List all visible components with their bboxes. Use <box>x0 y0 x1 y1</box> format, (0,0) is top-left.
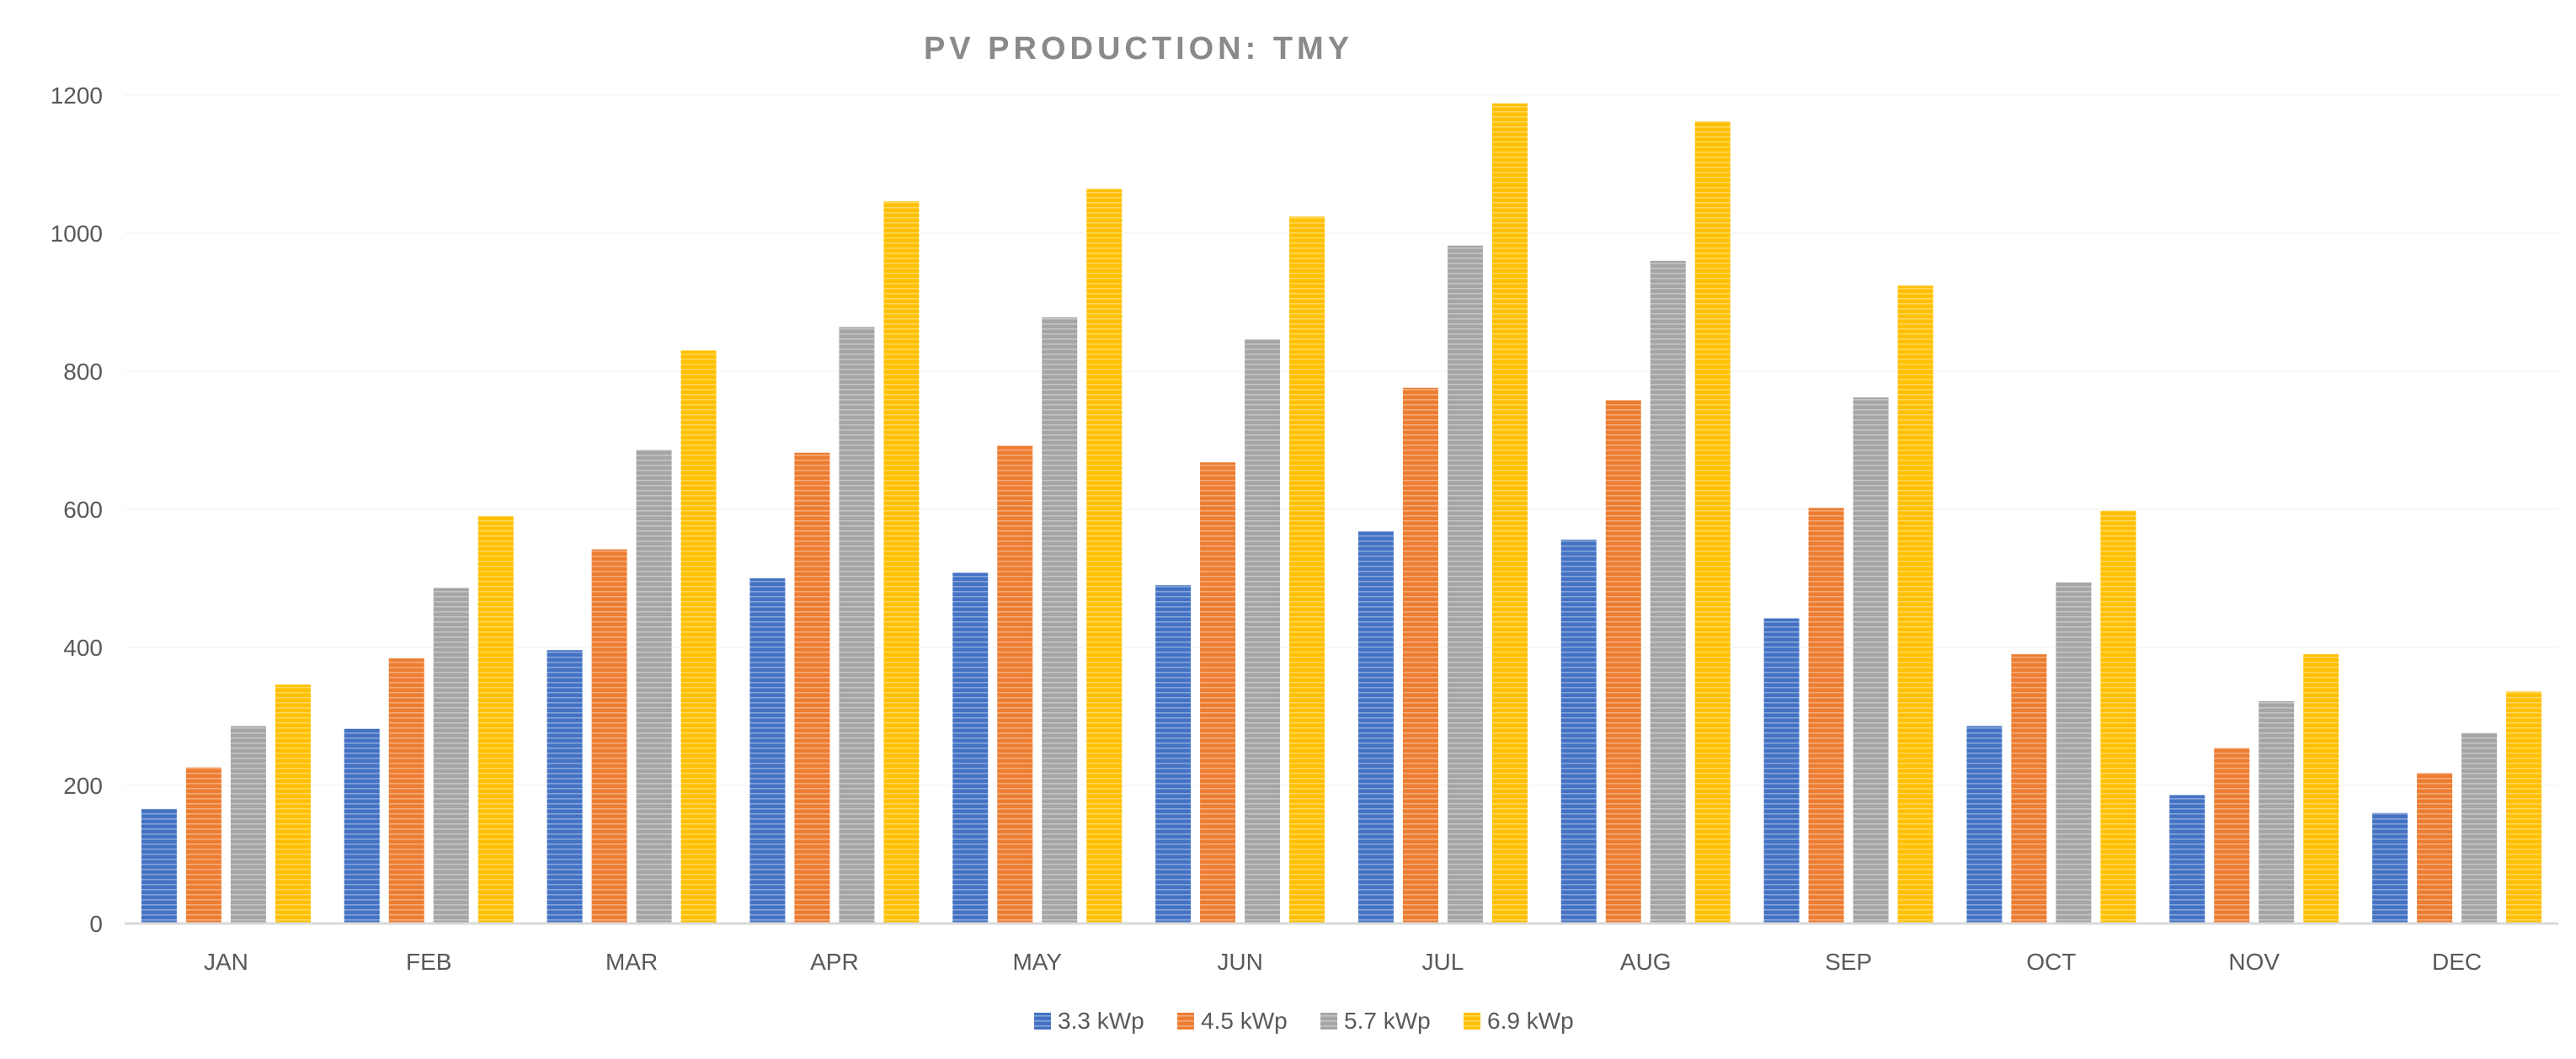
legend-label: 5.7 kWp <box>1344 1008 1431 1034</box>
bar-may-4-5-kwp <box>997 445 1033 923</box>
bar-apr-5-7-kwp <box>839 327 875 923</box>
bar-may-3-3-kwp <box>952 572 989 923</box>
bar-feb-5-7-kwp <box>433 588 469 923</box>
bar-nov-3-3-kwp <box>2169 795 2205 923</box>
y-axis-tick-labels: 0 200 400 600 800 1000 1200 <box>51 82 103 937</box>
legend-swatch <box>1464 1013 1480 1030</box>
bar-sep-5-7-kwp <box>1853 397 1889 923</box>
x-tick-label: JUL <box>1422 949 1464 975</box>
y-tick-label: 600 <box>63 497 103 523</box>
bar-jan-6-9-kwp <box>275 684 311 923</box>
x-tick-label: MAY <box>1012 949 1062 975</box>
legend-swatch <box>1034 1013 1051 1030</box>
bar-apr-4-5-kwp <box>794 452 830 923</box>
bar-group-mar <box>547 350 717 923</box>
bar-aug-4-5-kwp <box>1605 400 1641 923</box>
bar-group-apr <box>749 201 920 923</box>
bar-group-jun <box>1155 216 1325 923</box>
y-tick-label: 1200 <box>51 82 103 109</box>
bar-mar-5-7-kwp <box>636 450 672 923</box>
y-tick-label: 200 <box>63 773 103 799</box>
bar-jun-5-7-kwp <box>1245 339 1281 923</box>
bar-oct-6-9-kwp <box>2100 510 2136 923</box>
bar-oct-4-5-kwp <box>2011 654 2047 923</box>
y-tick-label: 800 <box>63 359 103 385</box>
bar-jun-6-9-kwp <box>1289 216 1325 923</box>
bar-jun-4-5-kwp <box>1200 462 1236 923</box>
x-tick-label: MAR <box>605 949 658 975</box>
chart-title: PV PRODUCTION: TMY <box>924 31 1353 67</box>
bar-nov-5-7-kwp <box>2259 700 2295 923</box>
bar-apr-3-3-kwp <box>749 578 786 923</box>
x-tick-label: NOV <box>2228 949 2280 975</box>
bar-dec-5-7-kwp <box>2461 732 2498 923</box>
legend-item: 3.3 kWp <box>1034 1008 1144 1034</box>
y-tick-label: 1000 <box>51 221 103 247</box>
x-tick-label: FEB <box>406 949 451 975</box>
legend-label: 4.5 kWp <box>1201 1008 1288 1034</box>
x-tick-label: AUG <box>1620 949 1672 975</box>
bar-aug-6-9-kwp <box>1694 121 1731 923</box>
legend-item: 5.7 kWp <box>1320 1008 1431 1034</box>
bar-feb-4-5-kwp <box>388 658 424 923</box>
bar-group-feb <box>344 516 514 923</box>
x-tick-label: JUN <box>1217 949 1262 975</box>
legend-label: 6.9 kWp <box>1487 1008 1574 1034</box>
bar-group-dec <box>2372 691 2542 923</box>
bar-jul-3-3-kwp <box>1357 531 1394 923</box>
bar-dec-3-3-kwp <box>2372 812 2408 923</box>
bar-group-aug <box>1560 121 1731 923</box>
x-tick-label: JAN <box>204 949 248 975</box>
bar-mar-6-9-kwp <box>680 350 717 923</box>
bar-jan-4-5-kwp <box>185 767 221 923</box>
bar-sep-6-9-kwp <box>1897 285 1933 923</box>
x-axis-tick-labels: JAN FEB MAR APR MAY JUN JUL AUG SEP OCT NOV DEC <box>204 949 2482 975</box>
bars <box>141 103 2542 924</box>
legend-swatch <box>1320 1013 1337 1030</box>
bar-feb-6-9-kwp <box>477 516 514 923</box>
x-tick-label: OCT <box>2026 949 2076 975</box>
bar-nov-6-9-kwp <box>2303 654 2339 923</box>
bar-mar-4-5-kwp <box>591 549 627 923</box>
bar-feb-3-3-kwp <box>344 728 380 923</box>
gridlines <box>125 94 2558 786</box>
bar-group-oct <box>1966 510 2136 923</box>
bar-group-jan <box>141 684 311 923</box>
bar-group-nov <box>2169 654 2339 923</box>
bar-group-may <box>952 189 1123 923</box>
x-tick-label: DEC <box>2432 949 2482 975</box>
y-tick-label: 0 <box>89 911 103 937</box>
bar-apr-6-9-kwp <box>883 201 920 923</box>
x-tick-label: SEP <box>1825 949 1872 975</box>
bar-dec-4-5-kwp <box>2417 773 2453 923</box>
bar-jul-4-5-kwp <box>1402 387 1438 923</box>
bar-nov-4-5-kwp <box>2214 748 2250 923</box>
bar-may-6-9-kwp <box>1086 189 1123 923</box>
legend: 3.3 kWp 4.5 kWp 5.7 kWp 6.9 kWp <box>1034 1008 1574 1034</box>
bar-oct-3-3-kwp <box>1966 726 2003 923</box>
legend-item: 6.9 kWp <box>1464 1008 1574 1034</box>
legend-swatch <box>1177 1013 1194 1030</box>
bar-jul-5-7-kwp <box>1447 245 1483 923</box>
bar-aug-3-3-kwp <box>1560 540 1597 923</box>
bar-dec-6-9-kwp <box>2506 691 2542 923</box>
bar-sep-3-3-kwp <box>1763 618 1800 923</box>
legend-label: 3.3 kWp <box>1058 1008 1144 1034</box>
y-tick-label: 400 <box>63 635 103 661</box>
bar-sep-4-5-kwp <box>1808 508 1844 923</box>
bar-jan-5-7-kwp <box>230 726 266 923</box>
bar-aug-5-7-kwp <box>1650 260 1686 923</box>
legend-item: 4.5 kWp <box>1177 1008 1288 1034</box>
bar-jan-3-3-kwp <box>141 808 177 923</box>
x-tick-label: APR <box>810 949 859 975</box>
bar-group-jul <box>1357 103 1528 924</box>
bar-group-sep <box>1763 285 1933 923</box>
bar-jun-3-3-kwp <box>1155 585 1192 923</box>
bar-mar-3-3-kwp <box>547 650 583 923</box>
bar-may-5-7-kwp <box>1042 317 1078 923</box>
bar-oct-5-7-kwp <box>2056 582 2092 923</box>
bar-jul-6-9-kwp <box>1491 103 1528 924</box>
